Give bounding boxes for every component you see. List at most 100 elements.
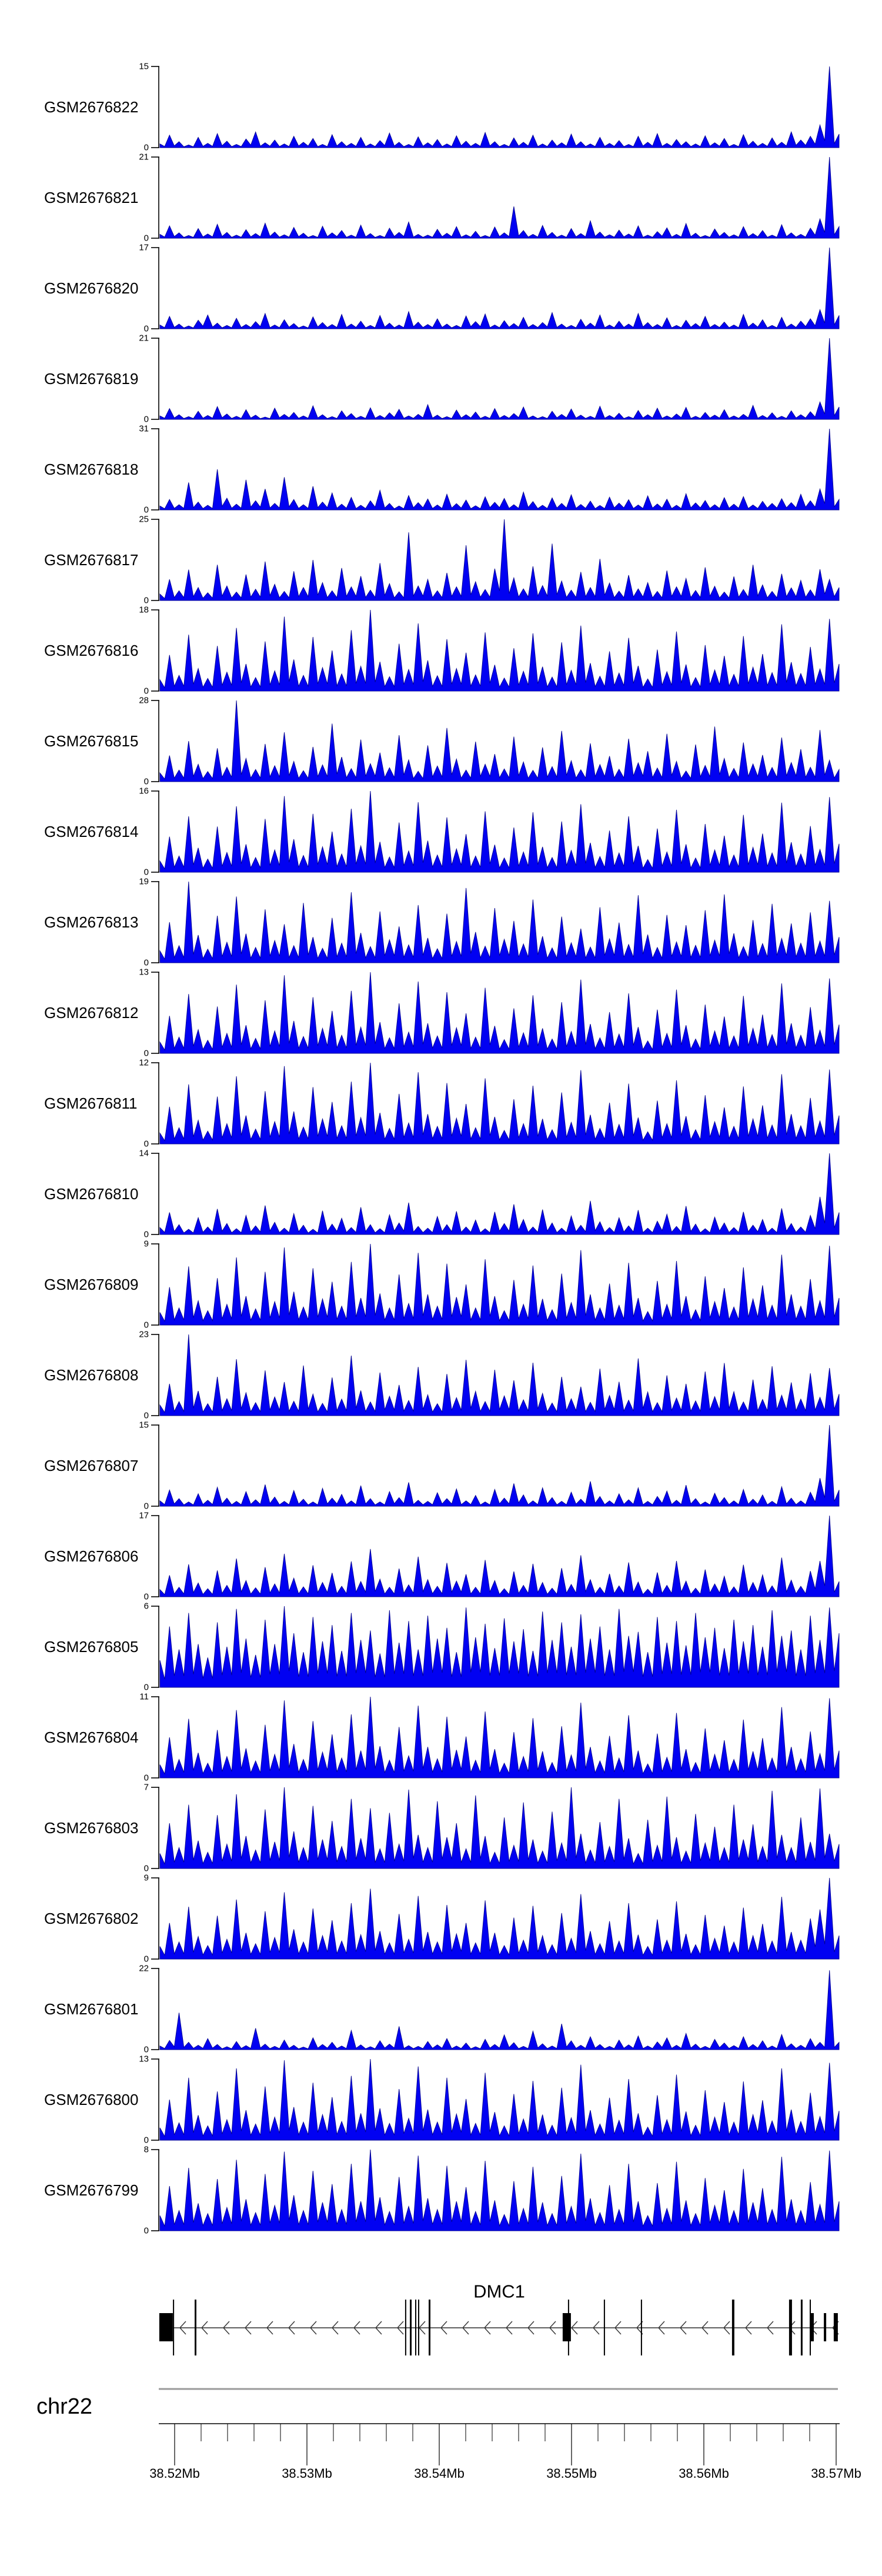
exon-bar <box>415 2300 416 2355</box>
track-axis <box>151 1696 159 1778</box>
track-zero-label: 0 <box>143 686 149 696</box>
strand-chevron-icon <box>679 2321 687 2335</box>
track-ymax-label: 28 <box>139 695 149 706</box>
track-zero-label: 0 <box>143 1954 149 1964</box>
signal-area <box>159 972 840 1054</box>
signal-area <box>159 1970 840 2050</box>
track-zero-label: 0 <box>143 1591 149 1602</box>
strand-chevron-icon <box>570 2321 578 2335</box>
track-axis <box>151 1606 159 1688</box>
track-label: GSM2676814 <box>44 823 139 840</box>
track-label: GSM2676820 <box>44 279 139 297</box>
strand-chevron-icon <box>505 2321 513 2335</box>
track-axis <box>151 519 159 601</box>
track-ymax-label: 12 <box>139 1057 149 1068</box>
track-axis <box>151 881 159 963</box>
track-axis <box>151 700 159 782</box>
exon-bar <box>789 2300 792 2355</box>
strand-chevron-icon <box>201 2321 208 2335</box>
axis-tick-label: 38.53Mb <box>282 2466 332 2481</box>
track-zero-label: 0 <box>143 1682 149 1693</box>
track-ymax-label: 22 <box>139 1963 149 1974</box>
track-ymax-label: 8 <box>143 2144 149 2155</box>
signal-area <box>159 2058 840 2141</box>
track-label: GSM2676812 <box>44 1004 139 1022</box>
strand-chevron-icon <box>179 2321 186 2335</box>
signal-area <box>159 881 840 963</box>
track-zero-label: 0 <box>143 1048 149 1059</box>
exon-bar <box>418 2300 419 2355</box>
exon-bar <box>800 2300 803 2355</box>
track-label: GSM2676801 <box>44 2000 139 2018</box>
track-axis <box>151 66 159 148</box>
track-label: GSM2676808 <box>44 1366 139 1384</box>
exon-bar <box>603 2300 605 2355</box>
track-label: GSM2676806 <box>44 1547 139 1565</box>
gene-model <box>159 2300 839 2355</box>
gene-title: DMC1 <box>473 2281 525 2302</box>
track-ymax-label: 13 <box>139 967 149 977</box>
track-zero-label: 0 <box>143 323 149 334</box>
track-ymax-label: 18 <box>139 605 149 615</box>
track-zero-label: 0 <box>143 1229 149 1240</box>
track-zero-label: 0 <box>143 957 149 968</box>
exon-bar <box>173 2300 175 2355</box>
track-axis <box>151 1062 159 1144</box>
track-zero-label: 0 <box>143 1773 149 1783</box>
track-label: GSM2676799 <box>44 2181 139 2199</box>
track-axis <box>151 338 159 420</box>
signal-area <box>159 1515 840 1597</box>
track-label: GSM2676818 <box>44 461 139 478</box>
track-label: GSM2676800 <box>44 2091 139 2108</box>
strand-chevron-icon <box>614 2321 622 2335</box>
track-zero-label: 0 <box>143 2225 149 2236</box>
strand-chevron-icon <box>636 2321 643 2335</box>
strand-chevron-icon <box>483 2321 491 2335</box>
signal-area <box>159 1424 840 1507</box>
track-label: GSM2676807 <box>44 1457 139 1474</box>
exon-bar <box>410 2300 412 2355</box>
strand-chevron-icon <box>701 2321 709 2335</box>
track-label: GSM2676810 <box>44 1185 139 1203</box>
genome-axis <box>159 2423 840 2465</box>
track-zero-label: 0 <box>143 505 149 515</box>
axis-tick-label: 38.55Mb <box>546 2466 597 2481</box>
track-axis <box>151 609 159 692</box>
strand-chevron-icon <box>309 2321 317 2335</box>
track-axis <box>151 1968 159 2050</box>
track-label: GSM2676815 <box>44 732 139 750</box>
track-label: GSM2676805 <box>44 1638 139 1656</box>
track-label: GSM2676821 <box>44 189 139 206</box>
strand-chevron-icon <box>222 2321 230 2335</box>
track-zero-label: 0 <box>143 1410 149 1421</box>
signal-area <box>159 1334 840 1416</box>
track-ymax-label: 9 <box>143 1873 149 1883</box>
exon-bar <box>429 2300 430 2355</box>
strand-chevron-icon <box>331 2321 339 2335</box>
track-ymax-label: 17 <box>139 242 149 253</box>
axis-tick-label: 38.54Mb <box>414 2466 465 2481</box>
exon-bar <box>731 2300 734 2355</box>
signal-area <box>159 2149 840 2231</box>
strand-chevron-icon <box>592 2321 600 2335</box>
exon-box <box>833 2313 838 2341</box>
track-axis <box>151 247 159 329</box>
chromosome-label: chr22 <box>36 2394 93 2419</box>
axis-tick-label: 38.57Mb <box>811 2466 861 2481</box>
signal-area <box>159 156 840 239</box>
track-ymax-label: 19 <box>139 876 149 887</box>
track-ymax-label: 21 <box>139 152 149 162</box>
exon-box <box>159 2313 173 2341</box>
strand-chevron-icon <box>288 2321 295 2335</box>
exon-bar <box>810 2300 811 2355</box>
signal-area <box>159 1606 840 1688</box>
track-zero-label: 0 <box>143 595 149 606</box>
track-axis <box>151 1334 159 1416</box>
strand-chevron-icon <box>657 2321 665 2335</box>
track-ymax-label: 9 <box>143 1239 149 1249</box>
track-label: GSM2676803 <box>44 1819 139 1837</box>
track-axis <box>151 428 159 510</box>
track-label: GSM2676811 <box>44 1095 138 1112</box>
signal-area <box>159 790 840 873</box>
